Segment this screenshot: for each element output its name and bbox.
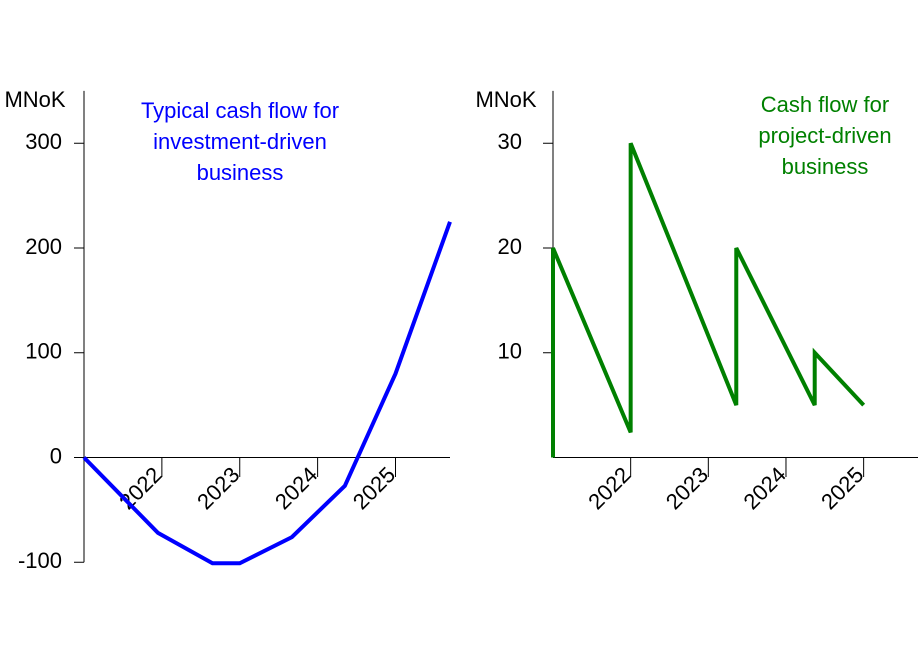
chart-title: business [782, 154, 869, 179]
y-tick-label: 10 [498, 339, 522, 364]
x-tick-label: 2023 [192, 462, 244, 514]
y-axis-label: MNoK [4, 87, 65, 112]
x-tick-label: 2023 [661, 462, 713, 514]
y-tick-label: -100 [18, 548, 62, 573]
y-tick-label: 100 [25, 339, 62, 364]
x-tick-label: 2025 [816, 462, 868, 514]
y-tick-label: 20 [498, 234, 522, 259]
chart-title: investment-driven [153, 129, 327, 154]
x-tick-label: 2024 [739, 462, 791, 514]
chart-title: business [197, 160, 284, 185]
chart-title: Typical cash flow for [141, 98, 339, 123]
chart-title: project-driven [758, 123, 891, 148]
x-tick-label: 2022 [114, 462, 166, 514]
y-tick-label: 0 [50, 443, 62, 468]
y-axis-label: MNoK [475, 87, 536, 112]
y-tick-label: 200 [25, 234, 62, 259]
chart-title: Cash flow for [761, 92, 889, 117]
line-series [82, 221, 452, 566]
x-tick-label: 2025 [348, 462, 400, 514]
x-tick-label: 2024 [270, 462, 322, 514]
y-tick-label: 30 [498, 129, 522, 154]
y-tick-label: 300 [25, 129, 62, 154]
x-tick-label: 2022 [583, 462, 635, 514]
line-series [551, 142, 866, 458]
